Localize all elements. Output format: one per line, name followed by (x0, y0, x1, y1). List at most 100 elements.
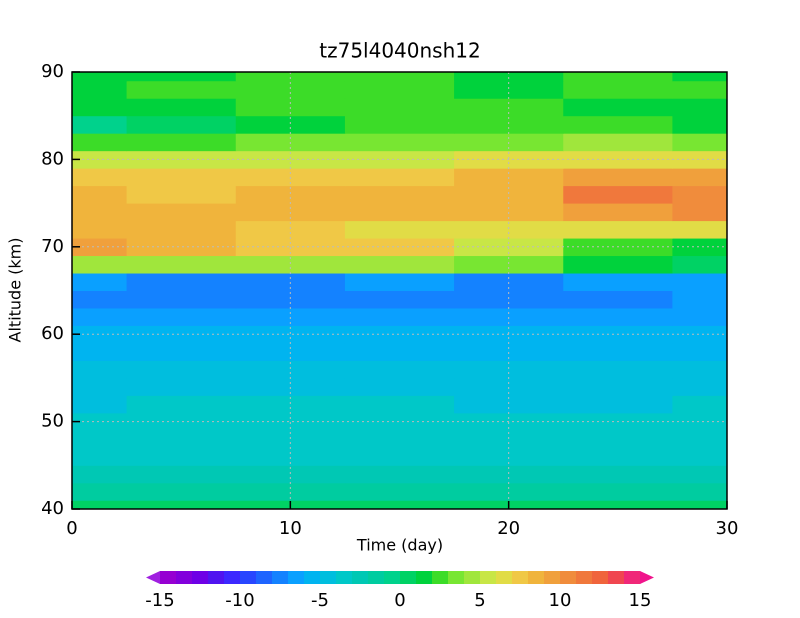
cell (235, 220, 346, 239)
colorbar-box (160, 571, 177, 584)
cell (72, 80, 128, 99)
cell (454, 307, 564, 326)
cell (672, 150, 728, 169)
cell (344, 377, 455, 396)
cell (72, 290, 128, 309)
cell (454, 447, 564, 466)
colorbar-box (464, 571, 481, 584)
cell (72, 500, 128, 510)
cell (672, 447, 728, 466)
cell (126, 465, 237, 484)
colorbar-box (480, 571, 497, 584)
cell (72, 273, 128, 291)
cell (235, 482, 346, 501)
cell (454, 360, 564, 379)
cell (563, 465, 673, 484)
cell (126, 220, 237, 239)
cell (672, 377, 728, 396)
colorbar-box (352, 571, 369, 584)
cell (672, 360, 728, 379)
cell (72, 98, 128, 117)
cell (344, 325, 455, 344)
colorbar-box (512, 571, 529, 584)
colorbar-box (432, 571, 449, 584)
cell (563, 80, 673, 99)
cell (344, 412, 455, 431)
plot-frame (71, 71, 728, 510)
cell (672, 220, 728, 239)
cell (72, 360, 128, 379)
cell (563, 133, 673, 152)
cell (126, 360, 237, 379)
colorbar-box (192, 571, 209, 584)
colorbar-box (304, 571, 321, 584)
cell (72, 238, 128, 257)
cell (672, 465, 728, 484)
cell (454, 185, 564, 204)
colorbar-box (176, 571, 193, 584)
colorbar-tick-label: 0 (394, 590, 405, 611)
cell (344, 500, 455, 510)
colorbar-box (416, 571, 433, 584)
cell (454, 465, 564, 484)
cell (344, 430, 455, 449)
cell (126, 412, 237, 431)
cell (344, 273, 455, 291)
y-axis-label: Altitude (km) (6, 238, 25, 343)
cell (344, 72, 455, 82)
cell (235, 72, 346, 82)
cell (563, 168, 673, 187)
colorbar-box (240, 571, 257, 584)
cell (344, 290, 455, 309)
cell (563, 203, 673, 222)
colorbar-tick-label: 10 (549, 590, 572, 611)
cell (344, 133, 455, 152)
cell (235, 185, 346, 204)
colorbar-box (256, 571, 273, 584)
cell (563, 360, 673, 379)
cell (72, 395, 128, 414)
colorbar-tick-label: -10 (225, 590, 254, 611)
cell (235, 307, 346, 326)
cell (344, 115, 455, 134)
x-tick-label: 20 (497, 518, 520, 539)
cell (344, 360, 455, 379)
cell (72, 307, 128, 326)
cell (454, 255, 564, 274)
cell (563, 342, 673, 361)
cell (344, 255, 455, 274)
colorbar-over (640, 571, 654, 584)
x-tick-label: 10 (279, 518, 302, 539)
cell (672, 168, 728, 187)
cell (344, 342, 455, 361)
chart-title: tz75l4040nsh12 (319, 39, 480, 63)
cell (126, 342, 237, 361)
colorbar-box (400, 571, 417, 584)
cell (235, 465, 346, 484)
cell (72, 342, 128, 361)
colorbar-box (368, 571, 385, 584)
cell (563, 482, 673, 501)
cell (344, 80, 455, 99)
colorbar-box (448, 571, 465, 584)
cell (126, 133, 237, 152)
cell (235, 412, 346, 431)
cell (563, 98, 673, 117)
cell (672, 500, 728, 510)
cell (454, 377, 564, 396)
cell (235, 80, 346, 99)
cell (344, 150, 455, 169)
cell (563, 273, 673, 291)
cell (72, 133, 128, 152)
cell (344, 203, 455, 222)
colorbar-box (544, 571, 561, 584)
cell (126, 482, 237, 501)
cell (126, 150, 237, 169)
cell (126, 115, 237, 134)
cell (126, 72, 237, 82)
cell (344, 98, 455, 117)
cell (72, 168, 128, 187)
cell (72, 412, 128, 431)
cell (344, 220, 455, 239)
